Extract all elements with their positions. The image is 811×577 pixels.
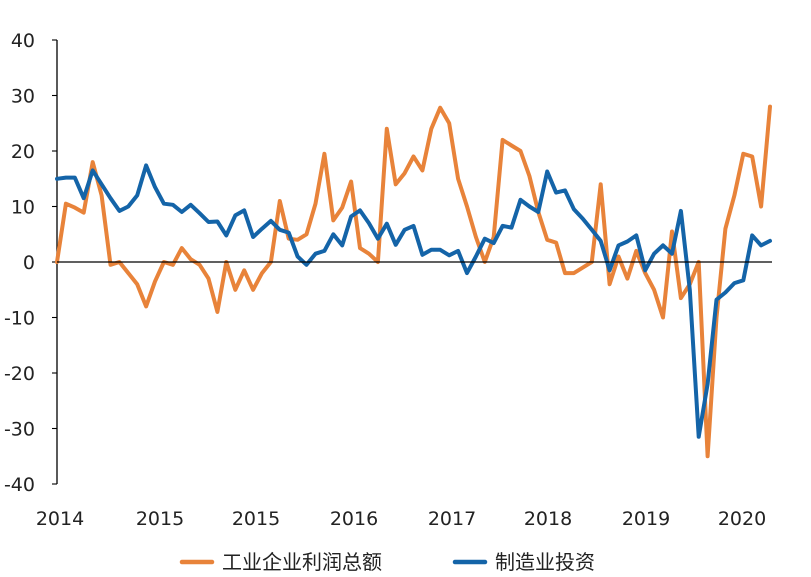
y-tick-label: 10 bbox=[11, 197, 35, 219]
y-tick-label: 30 bbox=[11, 86, 35, 108]
y-tick-label: 20 bbox=[11, 141, 35, 163]
y-tick-label: -10 bbox=[4, 308, 35, 330]
x-tick-label: 2019 bbox=[622, 508, 670, 530]
y-tick-label: -30 bbox=[4, 419, 35, 441]
x-tick-label: 2017 bbox=[428, 508, 476, 530]
legend: 工业企业利润总额 制造业投资 bbox=[179, 550, 595, 574]
x-tick-label: 2018 bbox=[524, 508, 572, 530]
x-tick-label: 2015 bbox=[136, 508, 184, 530]
y-tick-label: 0 bbox=[23, 252, 35, 274]
x-axis-tick-labels: 2014 2015 2015 2016 2017 2018 2019 2020 bbox=[36, 508, 766, 530]
series-line-profit bbox=[55, 104, 772, 459]
y-tick-label: -40 bbox=[4, 474, 35, 496]
x-tick-label: 2020 bbox=[718, 508, 766, 530]
y-tick-label: 40 bbox=[11, 30, 35, 52]
series-line-manufacturing bbox=[55, 163, 772, 439]
legend-label-profit: 工业企业利润总额 bbox=[222, 550, 382, 574]
series-lines bbox=[55, 104, 772, 459]
legend-label-manufacturing: 制造业投资 bbox=[495, 550, 595, 574]
x-tick-label: 2014 bbox=[36, 508, 84, 530]
x-tick-label: 2016 bbox=[330, 508, 378, 530]
y-axis-ticks: 40 30 20 10 0 -10 -20 -30 -40 bbox=[4, 30, 57, 496]
x-tick-label: 2015 bbox=[232, 508, 280, 530]
y-tick-label: -20 bbox=[4, 363, 35, 385]
